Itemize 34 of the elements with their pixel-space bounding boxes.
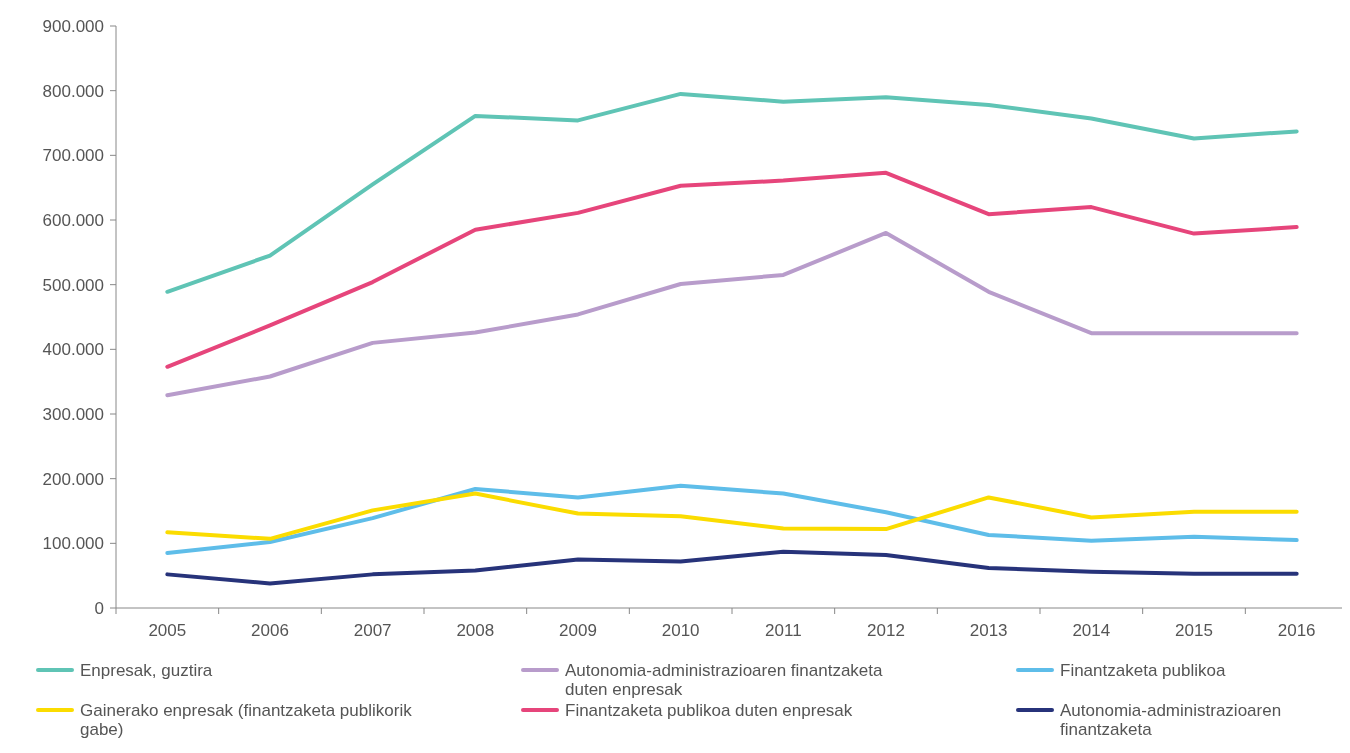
x-tick-label: 2011 (765, 621, 802, 640)
y-tick-label: 500.000 (42, 275, 104, 295)
x-tick-label: 2008 (456, 621, 495, 640)
x-tick-label: 2009 (559, 621, 597, 640)
y-tick-label: 0 (94, 598, 104, 618)
legend-label: Finantzaketa publikoa (1060, 661, 1226, 680)
y-tick-label: 400.000 (42, 340, 104, 360)
x-tick-label: 2013 (969, 621, 1008, 640)
x-tick-label: 2014 (1072, 621, 1111, 640)
x-tick-label: 2015 (1175, 621, 1213, 640)
line-series (165, 491, 1299, 541)
y-tick-label: 800.000 (42, 81, 104, 101)
line-series (165, 230, 1299, 398)
x-tick-label: 2005 (148, 621, 187, 640)
y-tick-label: 200.000 (42, 469, 104, 489)
y-tick-label: 600.000 (42, 210, 104, 230)
legend-label: Finantzaketa publikoa duten enpresak (565, 701, 853, 720)
legend-label: Gainerako enpresak (finantzaketa publikorik gabe) (80, 701, 413, 739)
x-tick-label: 2012 (867, 621, 905, 640)
line-series (165, 549, 1299, 586)
x-tick-label: 2016 (1277, 621, 1316, 640)
y-tick-label: 100.000 (42, 534, 104, 554)
legend-label: Autonomia-administrazioaren finantzaketa duten enpresak (565, 661, 884, 699)
legend-label: Enpresak, guztira (80, 661, 213, 680)
x-tick-label: 2006 (251, 621, 289, 640)
y-tick-label: 300.000 (42, 404, 104, 424)
y-tick-label: 700.000 (42, 146, 104, 166)
line-series (165, 483, 1299, 556)
line-series (165, 170, 1299, 369)
line-series (165, 91, 1299, 294)
x-tick-label: 2007 (353, 621, 392, 640)
legend-label: Autonomia-administrazioaren finantzaketa (1060, 701, 1282, 739)
x-tick-label: 2010 (661, 621, 700, 640)
y-tick-label: 900.000 (42, 16, 104, 36)
